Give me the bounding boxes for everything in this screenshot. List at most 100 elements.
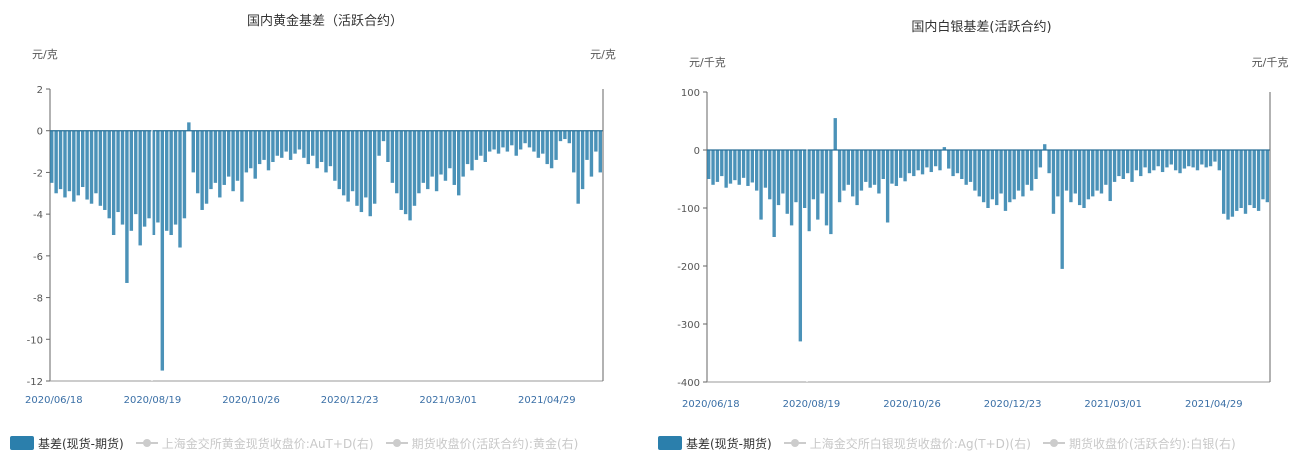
bar — [986, 150, 990, 208]
bar — [1047, 150, 1051, 174]
legend-item-futures-price[interactable]: 期货收盘价(活跃合约):黄金(右) — [385, 435, 578, 452]
legend-item-spot-price[interactable]: 上海金交所黄金现货收盘价:AuT+D(右) — [135, 435, 374, 452]
bar — [319, 130, 324, 162]
bar — [746, 150, 750, 186]
bar — [501, 130, 505, 148]
bar — [514, 130, 518, 156]
bar — [333, 130, 337, 181]
bar — [1182, 150, 1187, 169]
bar — [741, 150, 746, 178]
bar — [1156, 150, 1160, 167]
bar — [567, 130, 572, 144]
bar — [218, 130, 222, 198]
y-tick-label: -10 — [27, 335, 43, 346]
bar — [1204, 150, 1208, 168]
bar — [1060, 150, 1064, 269]
bar — [390, 130, 395, 183]
bar — [103, 130, 107, 210]
bar — [72, 130, 76, 202]
bar — [877, 150, 881, 194]
bar — [235, 130, 240, 181]
bar — [518, 130, 523, 150]
bar — [1187, 150, 1191, 167]
bar — [1091, 150, 1095, 197]
y-tick-label: 0 — [37, 127, 43, 138]
bar — [1012, 150, 1016, 200]
bar — [1016, 150, 1021, 191]
bar — [563, 130, 567, 140]
bar — [1034, 150, 1038, 179]
legend-line-marker — [1042, 439, 1065, 447]
legend-item-basis[interactable]: 基差(现货-期货) — [658, 435, 772, 452]
bar — [894, 150, 899, 186]
bar — [147, 130, 151, 219]
bar — [510, 130, 514, 146]
x-tick-label: 2021/04/29 — [1185, 399, 1243, 410]
bar — [54, 130, 58, 194]
bar — [842, 150, 846, 191]
bar — [364, 130, 368, 198]
bar — [781, 150, 785, 194]
bar — [733, 150, 737, 181]
bar — [772, 150, 776, 237]
bar — [798, 150, 803, 342]
legend: 基差(现货-期货) 上海金交所白银现货收盘价:Ag(T+D)(右) 期货收盘价(… — [658, 432, 1248, 454]
bar — [824, 150, 829, 226]
bar — [759, 150, 763, 220]
bar — [483, 130, 487, 162]
bar — [439, 130, 443, 175]
bar — [523, 130, 527, 144]
bar — [576, 130, 580, 204]
bar — [244, 130, 249, 173]
bar — [138, 130, 142, 246]
y-tick-label: 2 — [37, 85, 43, 96]
bar — [977, 150, 981, 197]
bar — [324, 130, 328, 173]
bar — [492, 130, 496, 150]
legend-item-basis[interactable]: 基差(现货-期货) — [10, 435, 124, 452]
x-tick-label: 2020/10/26 — [222, 395, 280, 406]
y-axis-unit-left: 元/克 — [32, 48, 58, 61]
bar — [386, 130, 390, 162]
bar — [527, 130, 532, 148]
bar — [951, 150, 955, 177]
bar — [1029, 150, 1034, 191]
legend-item-spot-price[interactable]: 上海金交所白银现货收盘价:Ag(T+D)(右) — [783, 435, 1031, 452]
legend-label: 期货收盘价(活跃合约):白银(右) — [1068, 436, 1236, 451]
legend-line-marker — [783, 439, 806, 447]
x-tick-label: 2021/03/01 — [419, 395, 477, 406]
bar — [1125, 150, 1130, 174]
bar — [479, 130, 483, 156]
bar — [1038, 150, 1043, 168]
bar — [999, 150, 1003, 194]
x-tick-label: 2020/12/23 — [984, 399, 1042, 410]
bar — [990, 150, 995, 200]
bar — [421, 130, 426, 183]
bar — [257, 130, 262, 165]
gold-basis-chart: 元/克 元/克 2 0 -2 -4 -6 -8 -10 -12 2020/06/18 2020/08/… — [25, 48, 616, 406]
bar — [372, 130, 377, 204]
bar — [594, 130, 598, 152]
bar — [1134, 150, 1139, 171]
bar — [399, 130, 403, 210]
bar — [487, 130, 492, 152]
bar — [58, 130, 63, 190]
bar — [1130, 150, 1134, 182]
bar — [1003, 150, 1008, 211]
bar — [271, 130, 275, 162]
bar — [912, 150, 916, 177]
bar — [1248, 150, 1252, 206]
gold-basis-panel: 国内黄金基差（活跃合约） 元/克 元/克 2 0 -2 -4 -6 -8 -10 -12 2020/… — [0, 0, 650, 459]
bar — [249, 130, 253, 169]
bar — [284, 130, 288, 152]
bar — [541, 130, 545, 154]
legend-item-futures-price[interactable]: 期货收盘价(活跃合约):白银(右) — [1042, 435, 1236, 452]
y-tick-label: -6 — [33, 252, 43, 263]
bar — [715, 150, 720, 182]
bar — [111, 130, 116, 235]
bar — [1217, 150, 1221, 171]
bar — [829, 150, 833, 235]
bar — [851, 150, 855, 197]
bar — [280, 130, 284, 158]
bar — [549, 130, 554, 169]
